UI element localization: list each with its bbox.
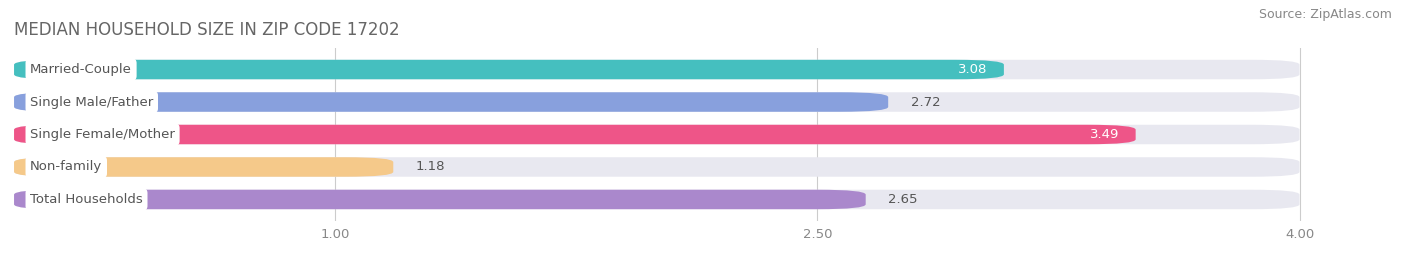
Text: Source: ZipAtlas.com: Source: ZipAtlas.com	[1258, 8, 1392, 21]
Text: Married-Couple: Married-Couple	[30, 63, 132, 76]
FancyBboxPatch shape	[14, 190, 1299, 209]
FancyBboxPatch shape	[14, 92, 889, 112]
Text: 3.49: 3.49	[1090, 128, 1119, 141]
FancyBboxPatch shape	[14, 92, 1299, 112]
Text: 1.18: 1.18	[416, 161, 446, 174]
FancyBboxPatch shape	[14, 60, 1299, 79]
Text: 2.65: 2.65	[889, 193, 918, 206]
FancyBboxPatch shape	[14, 157, 1299, 177]
FancyBboxPatch shape	[14, 125, 1299, 144]
Text: Total Households: Total Households	[30, 193, 143, 206]
FancyBboxPatch shape	[14, 190, 866, 209]
Text: Non-family: Non-family	[30, 161, 103, 174]
FancyBboxPatch shape	[14, 157, 394, 177]
FancyBboxPatch shape	[14, 60, 1004, 79]
Text: 3.08: 3.08	[959, 63, 988, 76]
Text: Single Male/Father: Single Male/Father	[30, 95, 153, 108]
FancyBboxPatch shape	[14, 125, 1136, 144]
Text: MEDIAN HOUSEHOLD SIZE IN ZIP CODE 17202: MEDIAN HOUSEHOLD SIZE IN ZIP CODE 17202	[14, 20, 399, 38]
Text: Single Female/Mother: Single Female/Mother	[30, 128, 174, 141]
Text: 2.72: 2.72	[911, 95, 941, 108]
